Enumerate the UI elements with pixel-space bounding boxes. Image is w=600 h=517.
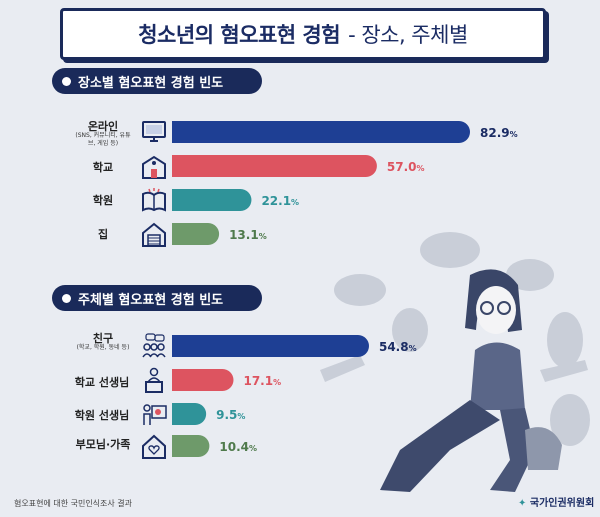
category-label: 학원 선생님 [74,409,130,422]
actor-bar-2 [172,403,207,425]
location-bar-1 [172,155,377,177]
school-icon [142,155,166,179]
category-label: 학교 선생님 [74,376,130,389]
logo-mark-icon: ✦ [518,498,527,509]
actor-value-label-1: 17.1% [243,374,281,388]
actor-value-label-2: 9.5% [216,408,245,422]
logo: ✦ 국가인권위원회 [518,494,594,509]
page-subtitle: - 장소, 주체별 [348,23,468,47]
page-title: 청소년의 혐오표현 경험 [138,23,341,47]
category-label: 온라인 [87,120,119,133]
family-home-icon [142,434,166,459]
location-value-label-1: 57.0% [387,160,425,174]
section-heading-actor: 주체별 혐오표현 경험 빈도 [52,285,262,311]
actor-value-label-0: 54.8% [379,340,417,354]
source-note: 혐오표현에 대한 국민인식조사 결과 [14,499,133,508]
location-value-label-0: 82.9% [480,126,518,140]
category-sublabel: (학교, 학원, 동네 등) [76,344,130,351]
teacher-icon [145,367,163,393]
location-bar-0 [172,121,470,143]
category-sublabel: (SNS, 커뮤니티, 유튜브, 게임 등) [75,132,131,147]
location-value-label-2: 22.1% [261,194,299,208]
actor-bar-0 [172,335,369,357]
bullet-icon [62,76,71,86]
actor-value-label-3: 10.4% [219,440,257,454]
location-value-label-3: 13.1% [229,228,267,242]
house-icon [142,222,166,247]
section-heading-text: 장소별 혐오표현 경험 빈도 [78,75,224,91]
bullet-icon [62,293,71,303]
illustration [320,232,590,492]
logo-text: 국가인권위원회 [529,498,595,509]
title-box: 청소년의 혐오표현 경험 - 장소, 주체별 [60,8,546,60]
book-icon [142,188,166,212]
section-heading-location: 장소별 혐오표현 경험 빈도 [52,68,262,94]
category-label: 학교 [92,161,114,174]
location-bar-3 [172,223,220,245]
tutor-icon [143,404,167,425]
category-label: 부모님·가족 [75,438,131,451]
category-label: 집 [97,228,109,241]
category-label: 학원 [92,194,114,207]
actor-bar-3 [172,435,210,457]
location-bar-2 [172,189,252,211]
section-heading-text: 주체별 혐오표현 경험 빈도 [78,292,224,308]
computer-icon [142,121,166,142]
actor-bar-1 [172,369,234,391]
people-icon [142,333,166,358]
category-label: 친구 [92,332,114,345]
